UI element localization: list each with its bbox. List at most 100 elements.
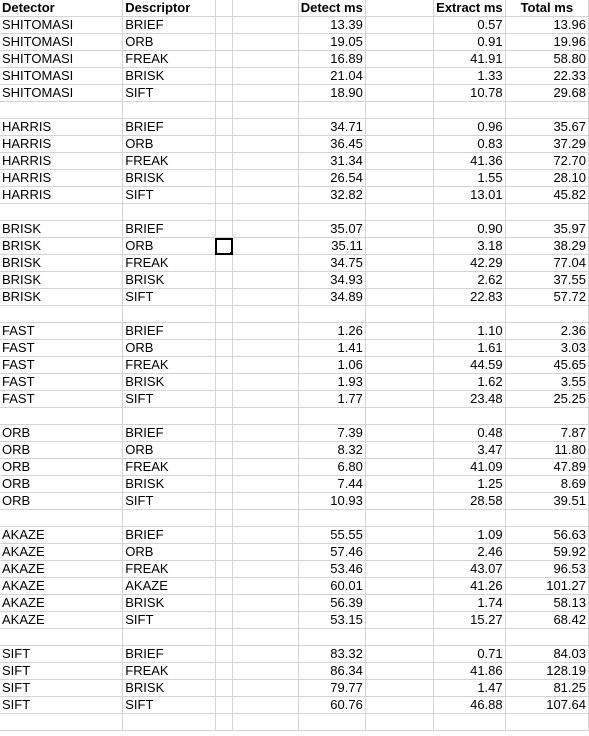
extract-ms-cell[interactable]: 0.71	[433, 645, 506, 663]
detect-ms-cell[interactable]: 31.34	[298, 152, 366, 170]
empty-cell[interactable]	[215, 577, 234, 595]
empty-cell[interactable]	[298, 305, 366, 323]
total-ms-cell[interactable]: 58.80	[505, 50, 589, 68]
empty-cell[interactable]	[232, 492, 299, 510]
detector-cell[interactable]: BRISK	[0, 288, 124, 306]
extract-ms-cell[interactable]: 41.86	[433, 662, 506, 680]
empty-cell[interactable]	[232, 186, 299, 204]
detect-ms-cell[interactable]: 34.75	[298, 254, 366, 272]
detector-cell[interactable]: FAST	[0, 339, 124, 357]
empty-cell[interactable]	[365, 84, 435, 102]
total-ms-cell[interactable]: 45.65	[505, 356, 589, 374]
empty-cell[interactable]	[0, 305, 124, 323]
descriptor-cell[interactable]: BRIEF	[122, 220, 216, 238]
extract-ms-cell[interactable]: 0.96	[433, 118, 506, 136]
detect-ms-cell[interactable]: 34.89	[298, 288, 366, 306]
empty-cell[interactable]	[215, 526, 234, 544]
total-ms-cell[interactable]: 101.27	[505, 577, 589, 595]
empty-cell[interactable]	[122, 305, 216, 323]
empty-cell[interactable]	[232, 407, 299, 425]
detect-ms-cell[interactable]: 7.39	[298, 424, 366, 442]
empty-cell[interactable]	[215, 254, 234, 272]
detect-ms-cell[interactable]: 16.89	[298, 50, 366, 68]
detect-ms-cell[interactable]: 56.39	[298, 594, 366, 612]
detector-cell[interactable]: SIFT	[0, 662, 124, 680]
detect-ms-cell[interactable]: 79.77	[298, 679, 366, 697]
empty-cell[interactable]	[232, 288, 299, 306]
empty-cell[interactable]	[232, 441, 299, 459]
empty-cell[interactable]	[215, 220, 234, 238]
total-ms-cell[interactable]: 128.19	[505, 662, 589, 680]
empty-cell[interactable]	[0, 509, 124, 527]
empty-cell[interactable]	[365, 526, 435, 544]
descriptor-cell[interactable]: BRISK	[122, 594, 216, 612]
detector-cell[interactable]: SHITOMASI	[0, 67, 124, 85]
total-ms-cell[interactable]: 35.67	[505, 118, 589, 136]
descriptor-cell[interactable]: SIFT	[122, 186, 216, 204]
detect-ms-cell[interactable]: 18.90	[298, 84, 366, 102]
empty-cell[interactable]	[215, 424, 234, 442]
empty-cell[interactable]	[232, 662, 299, 680]
empty-cell[interactable]	[215, 135, 234, 153]
detector-cell[interactable]: ORB	[0, 441, 124, 459]
empty-cell[interactable]	[0, 713, 124, 731]
empty-cell[interactable]	[215, 713, 234, 731]
empty-cell[interactable]	[232, 237, 299, 255]
empty-cell[interactable]	[0, 203, 124, 221]
descriptor-cell[interactable]: FREAK	[122, 254, 216, 272]
empty-cell[interactable]	[215, 288, 234, 306]
extract-ms-cell[interactable]: 10.78	[433, 84, 506, 102]
empty-cell[interactable]	[433, 713, 506, 731]
empty-cell[interactable]	[232, 339, 299, 357]
total-ms-cell[interactable]: 58.13	[505, 594, 589, 612]
detector-cell[interactable]: AKAZE	[0, 526, 124, 544]
detector-cell[interactable]: ORB	[0, 424, 124, 442]
empty-cell[interactable]	[298, 203, 366, 221]
empty-cell[interactable]	[215, 543, 234, 561]
descriptor-cell[interactable]: SIFT	[122, 84, 216, 102]
descriptor-cell[interactable]: SIFT	[122, 696, 216, 714]
empty-cell[interactable]	[365, 509, 435, 527]
header-extract-ms[interactable]: Extract ms	[433, 0, 506, 17]
detector-cell[interactable]: SHITOMASI	[0, 50, 124, 68]
empty-cell[interactable]	[232, 424, 299, 442]
empty-cell[interactable]	[232, 458, 299, 476]
empty-cell[interactable]	[433, 203, 506, 221]
detector-cell[interactable]: FAST	[0, 356, 124, 374]
extract-ms-cell[interactable]: 41.36	[433, 152, 506, 170]
empty-cell[interactable]	[298, 713, 366, 731]
detect-ms-cell[interactable]: 26.54	[298, 169, 366, 187]
total-ms-cell[interactable]: 19.96	[505, 33, 589, 51]
descriptor-cell[interactable]: ORB	[122, 33, 216, 51]
empty-cell[interactable]	[505, 713, 589, 731]
empty-cell[interactable]	[122, 407, 216, 425]
empty-cell[interactable]	[298, 101, 366, 119]
detect-ms-cell[interactable]: 8.32	[298, 441, 366, 459]
empty-cell[interactable]	[365, 594, 435, 612]
extract-ms-cell[interactable]: 46.88	[433, 696, 506, 714]
empty-cell[interactable]	[298, 407, 366, 425]
descriptor-cell[interactable]: FREAK	[122, 356, 216, 374]
empty-cell[interactable]	[215, 373, 234, 391]
selected-cell[interactable]	[215, 237, 234, 255]
empty-cell[interactable]	[298, 509, 366, 527]
descriptor-cell[interactable]: BRIEF	[122, 118, 216, 136]
descriptor-cell[interactable]: FREAK	[122, 560, 216, 578]
detect-ms-cell[interactable]: 13.39	[298, 16, 366, 34]
empty-cell[interactable]	[365, 186, 435, 204]
empty-cell[interactable]	[365, 169, 435, 187]
empty-cell[interactable]	[232, 679, 299, 697]
total-ms-cell[interactable]: 37.55	[505, 271, 589, 289]
empty-cell[interactable]	[232, 152, 299, 170]
detector-cell[interactable]: AKAZE	[0, 611, 124, 629]
descriptor-cell[interactable]: ORB	[122, 135, 216, 153]
total-ms-cell[interactable]: 7.87	[505, 424, 589, 442]
detector-cell[interactable]: HARRIS	[0, 186, 124, 204]
empty-cell[interactable]	[232, 203, 299, 221]
empty-cell[interactable]	[232, 645, 299, 663]
detector-cell[interactable]: AKAZE	[0, 577, 124, 595]
empty-cell[interactable]	[215, 407, 234, 425]
extract-ms-cell[interactable]: 3.18	[433, 237, 506, 255]
descriptor-cell[interactable]: SIFT	[122, 492, 216, 510]
empty-cell[interactable]	[365, 33, 435, 51]
